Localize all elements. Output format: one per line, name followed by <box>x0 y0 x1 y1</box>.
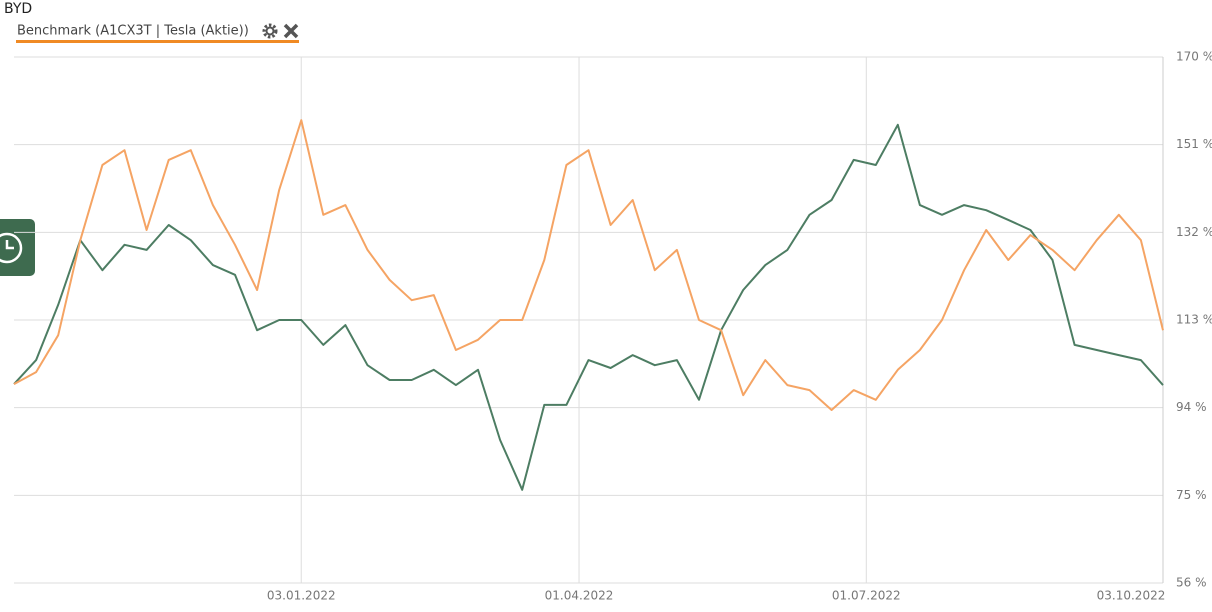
close-icon[interactable] <box>283 23 299 39</box>
y-tick-label: 75 % <box>1176 488 1207 502</box>
history-tab[interactable] <box>0 219 35 276</box>
page-title: BYD <box>4 1 32 17</box>
y-tick-label: 113 % <box>1176 313 1212 327</box>
y-tick-label: 151 % <box>1176 137 1212 151</box>
settings-icon[interactable] <box>262 23 278 39</box>
x-tick-label: 01.04.2022 <box>545 589 614 603</box>
benchmark-label[interactable]: Benchmark (A1CX3T | Tesla (Aktie)) <box>17 24 249 39</box>
y-tick-label: 132 % <box>1176 225 1212 239</box>
series-line <box>13 119 1164 411</box>
series-line <box>13 123 1164 491</box>
benchmark-underline <box>16 40 299 43</box>
y-tick-label: 170 % <box>1176 50 1212 64</box>
x-tick-label: 03.10.2022 <box>1097 589 1166 603</box>
y-tick-label: 94 % <box>1176 400 1207 414</box>
y-tick-label: 56 % <box>1176 576 1207 590</box>
x-tick-label: 01.07.2022 <box>832 589 901 603</box>
x-tick-label: 03.01.2022 <box>267 589 336 603</box>
